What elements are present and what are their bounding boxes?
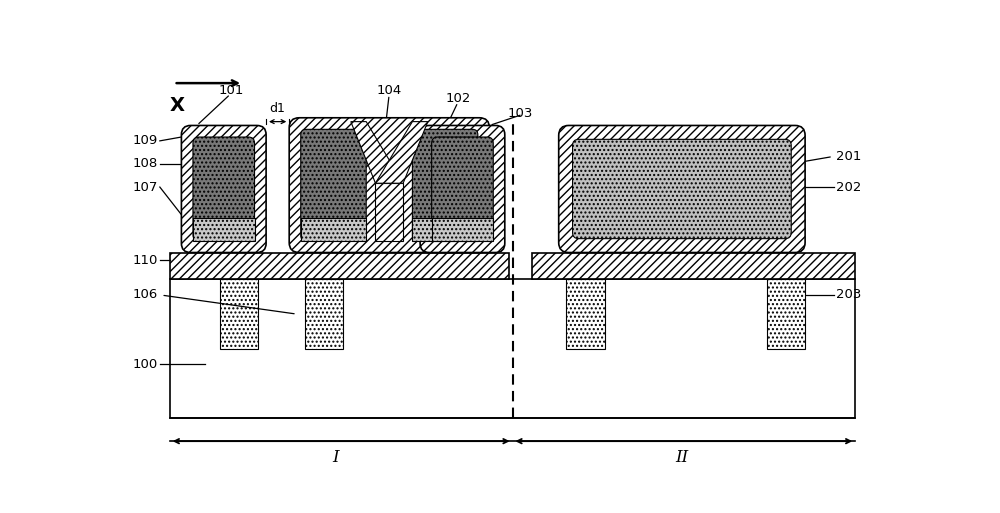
Text: X: X: [170, 96, 185, 115]
FancyBboxPatch shape: [432, 137, 493, 241]
Text: d1: d1: [270, 103, 286, 115]
Bar: [767, 280, 805, 349]
FancyBboxPatch shape: [420, 126, 505, 252]
Bar: [170, 280, 855, 418]
FancyBboxPatch shape: [559, 126, 805, 252]
Polygon shape: [351, 122, 403, 183]
Polygon shape: [375, 122, 428, 183]
Text: II: II: [675, 449, 689, 466]
Bar: [375, 183, 403, 241]
Bar: [305, 280, 343, 349]
Text: I: I: [332, 449, 339, 466]
Text: 107: 107: [133, 181, 158, 193]
FancyBboxPatch shape: [301, 129, 366, 241]
Text: 103: 103: [508, 107, 533, 121]
Bar: [532, 252, 855, 280]
FancyBboxPatch shape: [193, 137, 255, 241]
Text: 201: 201: [836, 150, 861, 163]
FancyBboxPatch shape: [573, 140, 791, 239]
Bar: [412, 218, 478, 241]
Text: 108: 108: [133, 157, 158, 170]
Text: 104: 104: [377, 84, 402, 97]
Text: 100: 100: [133, 358, 158, 371]
Text: 102: 102: [446, 92, 471, 105]
FancyBboxPatch shape: [289, 118, 489, 252]
Text: 101: 101: [219, 84, 244, 97]
Text: 109: 109: [133, 134, 158, 147]
Text: 106: 106: [133, 288, 158, 301]
Bar: [193, 218, 255, 241]
Bar: [170, 252, 509, 280]
Text: 110: 110: [133, 254, 158, 267]
Text: 202: 202: [836, 181, 861, 193]
Bar: [432, 218, 493, 241]
FancyBboxPatch shape: [412, 129, 478, 241]
Bar: [566, 280, 605, 349]
Bar: [220, 280, 258, 349]
FancyBboxPatch shape: [181, 126, 266, 252]
Bar: [301, 218, 366, 241]
Text: 203: 203: [836, 288, 861, 301]
